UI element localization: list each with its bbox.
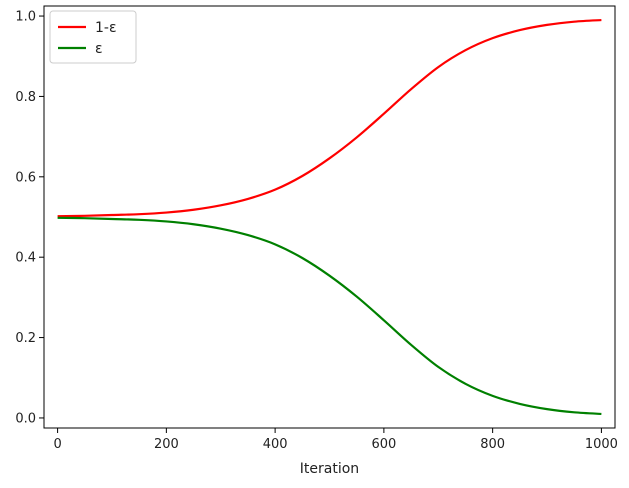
y-tick-label: 0.0 xyxy=(15,411,36,426)
y-tick-label: 1.0 xyxy=(15,10,36,25)
x-axis-title: Iteration xyxy=(300,461,359,477)
x-tick-label: 1000 xyxy=(585,437,618,452)
y-tick-label: 0.2 xyxy=(15,331,36,346)
y-tick-label: 0.4 xyxy=(15,251,36,266)
x-tick-label: 0 xyxy=(53,437,61,452)
series-line-epsilon xyxy=(57,216,602,416)
x-axis-ticks: 0 200 400 600 800 1000 xyxy=(53,428,618,452)
y-axis-ticks: 0.0 0.2 0.4 0.6 0.8 1.0 xyxy=(15,10,44,426)
series-line-one-minus-epsilon xyxy=(57,18,602,218)
x-tick-label: 600 xyxy=(371,437,396,452)
legend-label: ε xyxy=(95,41,103,57)
x-tick-label: 400 xyxy=(263,437,288,452)
x-tick-label: 200 xyxy=(154,437,179,452)
legend-label: 1-ε xyxy=(95,20,117,36)
plot-frame xyxy=(43,5,616,429)
y-tick-label: 0.6 xyxy=(15,170,36,185)
x-tick-label: 800 xyxy=(480,437,505,452)
y-tick-label: 0.8 xyxy=(15,90,36,105)
legend-box xyxy=(49,10,137,64)
series-layer xyxy=(57,18,602,416)
legend: 1-ε ε xyxy=(49,10,137,64)
